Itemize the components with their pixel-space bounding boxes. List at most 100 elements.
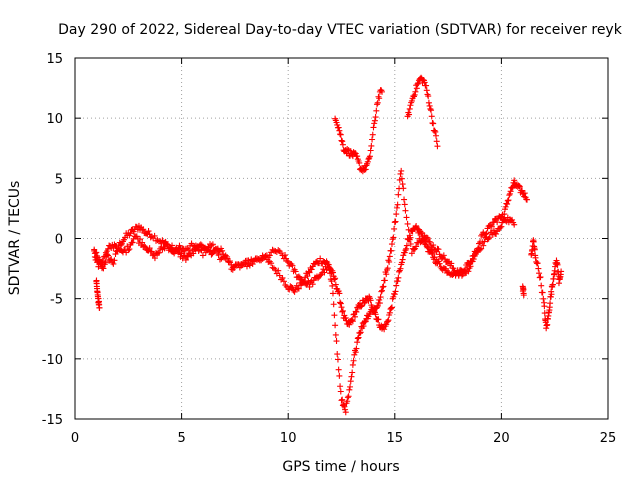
- data-point: [349, 318, 356, 325]
- data-point: [292, 268, 299, 275]
- data-point: [353, 308, 360, 315]
- data-point: [137, 236, 144, 243]
- data-point: [369, 308, 376, 315]
- data-point: [371, 120, 378, 127]
- data-point: [403, 245, 410, 252]
- data-point: [432, 128, 439, 135]
- data-point: [544, 321, 551, 328]
- data-point: [400, 185, 407, 192]
- data-point: [349, 369, 356, 376]
- data-point: [99, 257, 106, 264]
- data-point: [499, 211, 506, 218]
- data-point: [375, 316, 382, 323]
- y-axis-label: SDTVAR / TECUs: [7, 181, 23, 296]
- y-tick-label: 0: [55, 233, 63, 248]
- data-point: [275, 247, 282, 254]
- data-point: [368, 142, 375, 149]
- data-point: [535, 265, 542, 272]
- data-point: [129, 239, 136, 246]
- series-track-D: [404, 74, 441, 150]
- data-point: [393, 282, 400, 289]
- data-point: [430, 120, 437, 127]
- data-point: [361, 167, 368, 174]
- data-point: [289, 262, 296, 269]
- data-point: [139, 239, 146, 246]
- data-point: [354, 339, 361, 346]
- data-point: [374, 101, 381, 108]
- data-point: [225, 258, 232, 265]
- data-point: [386, 253, 393, 260]
- data-point: [502, 203, 509, 210]
- data-point: [345, 393, 352, 400]
- data-point: [374, 99, 381, 106]
- data-point: [375, 93, 382, 100]
- data-point: [197, 241, 204, 248]
- data-point: [236, 264, 243, 271]
- axis-ticks: 0 5 10 15 20 25 -15 -10 -5 0 5 10 15: [42, 52, 617, 446]
- data-point: [348, 373, 355, 380]
- data-point: [326, 267, 333, 274]
- data-point: [241, 261, 248, 268]
- data-point: [306, 283, 313, 290]
- data-point: [424, 235, 431, 242]
- data-point: [483, 230, 490, 237]
- data-point: [381, 277, 388, 284]
- data-point: [231, 264, 238, 271]
- data-point: [182, 256, 189, 263]
- data-point: [449, 271, 456, 278]
- data-point: [304, 273, 311, 280]
- data-point: [498, 223, 505, 230]
- x-tick-label: 15: [387, 431, 404, 446]
- chart-title: Day 290 of 2022, Sidereal Day-to-day VTE…: [58, 22, 623, 38]
- data-point: [397, 170, 404, 177]
- data-point: [380, 283, 387, 290]
- data-point: [521, 190, 528, 197]
- data-point: [205, 243, 212, 250]
- data-point: [377, 294, 384, 301]
- data-point: [429, 250, 436, 257]
- data-point: [361, 299, 368, 306]
- data-point: [356, 330, 363, 337]
- data-point: [391, 225, 398, 232]
- data-point: [352, 150, 359, 157]
- data-point: [374, 304, 381, 311]
- data-point: [329, 282, 336, 289]
- data-point: [423, 234, 430, 241]
- data-point: [169, 242, 176, 249]
- data-point: [365, 156, 372, 163]
- data-point: [354, 335, 361, 342]
- data-point: [352, 349, 359, 356]
- data-point: [388, 304, 395, 311]
- data-point: [142, 244, 149, 251]
- data-point: [224, 253, 231, 260]
- data-point: [384, 265, 391, 272]
- data-point: [408, 250, 415, 257]
- data-point: [115, 242, 122, 249]
- data-point: [110, 260, 117, 267]
- data-point: [208, 242, 215, 249]
- data-point: [361, 319, 368, 326]
- data-point: [337, 383, 344, 390]
- y-tick-label: -15: [42, 413, 63, 428]
- data-point: [151, 232, 158, 239]
- data-point: [199, 252, 206, 259]
- data-point: [329, 269, 336, 276]
- y-tick-label: -10: [42, 353, 63, 368]
- data-point: [355, 334, 362, 341]
- data-point: [394, 201, 401, 208]
- data-point: [406, 105, 413, 112]
- data-point: [333, 338, 340, 345]
- data-point: [488, 223, 495, 230]
- data-point: [426, 102, 433, 109]
- data-point: [549, 281, 556, 288]
- data-point: [336, 290, 343, 297]
- data-point: [381, 326, 388, 333]
- data-point: [403, 214, 410, 221]
- data-point: [282, 252, 289, 259]
- data-point: [208, 251, 215, 258]
- data-point: [295, 285, 302, 292]
- data-point: [339, 141, 346, 148]
- data-point: [541, 303, 548, 310]
- data-point: [362, 166, 369, 173]
- data-point: [358, 303, 365, 310]
